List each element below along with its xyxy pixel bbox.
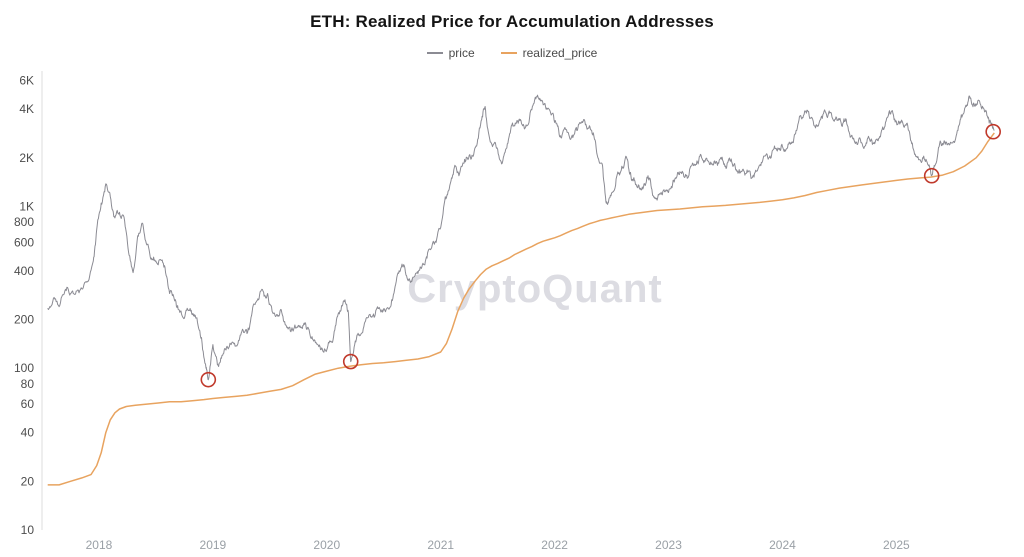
realized-price-legend-label: realized_price [522, 46, 598, 60]
y-tick-label: 4K [19, 102, 34, 116]
x-tick-label: 2021 [427, 538, 454, 552]
y-tick-label: 10 [21, 523, 35, 537]
y-tick-label: 800 [14, 215, 34, 229]
x-tick-label: 2023 [655, 538, 682, 552]
legend-item-price[interactable]: price [426, 46, 475, 60]
signal-marker [200, 371, 217, 388]
x-tick-label: 2022 [541, 538, 568, 552]
x-tick-label: 2020 [313, 538, 340, 552]
watermark: CryptoQuant [407, 267, 662, 311]
x-tick-label: 2018 [86, 538, 113, 552]
y-tick-label: 6K [19, 74, 34, 88]
y-tick-label: 400 [14, 264, 34, 278]
signal-marker [923, 167, 940, 184]
realized-price-line-swatch [500, 52, 517, 54]
legend-item-realized-price[interactable]: realized_price [500, 46, 598, 60]
signal-marker [985, 123, 1001, 140]
y-tick-label: 60 [21, 397, 35, 411]
y-tick-label: 40 [21, 426, 35, 440]
signal-marker [342, 353, 359, 370]
y-tick-label: 600 [14, 235, 34, 249]
price-legend-label: price [448, 46, 475, 60]
y-tick-label: 2K [19, 151, 34, 165]
x-tick-label: 2024 [769, 538, 796, 552]
chart-title: ETH: Realized Price for Accumulation Add… [310, 12, 714, 31]
y-tick-label: 20 [21, 474, 35, 488]
y-tick-label: 100 [14, 361, 34, 375]
x-tick-label: 2025 [883, 538, 910, 552]
realized-price-line [47, 132, 995, 486]
x-tick-label: 2019 [200, 538, 227, 552]
y-tick-label: 1K [19, 199, 34, 213]
legend: price realized_price [0, 46, 1024, 60]
y-tick-label: 200 [14, 313, 34, 327]
price-line-swatch [426, 52, 443, 54]
y-tick-label: 80 [21, 377, 35, 391]
price-line [47, 94, 995, 381]
